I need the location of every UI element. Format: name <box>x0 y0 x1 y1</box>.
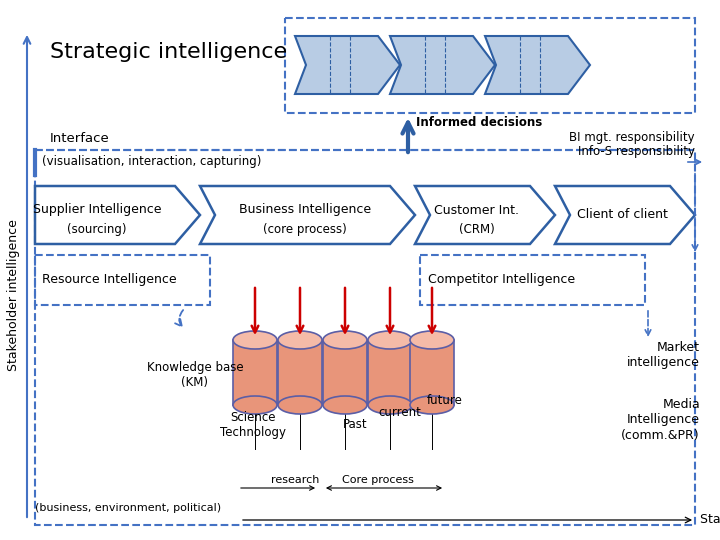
Bar <box>278 340 322 405</box>
Text: Supplier Intelligence: Supplier Intelligence <box>32 204 161 217</box>
Polygon shape <box>555 186 695 244</box>
Polygon shape <box>35 186 200 244</box>
Text: research: research <box>271 475 319 485</box>
Text: (sourcing): (sourcing) <box>67 224 127 237</box>
Bar <box>323 340 367 405</box>
Bar <box>410 340 454 405</box>
Polygon shape <box>485 36 590 94</box>
Ellipse shape <box>233 331 277 349</box>
Polygon shape <box>200 186 415 244</box>
Ellipse shape <box>410 396 454 414</box>
Text: Market
intelligence: Market intelligence <box>627 341 700 369</box>
Text: Knowledge base
(KM): Knowledge base (KM) <box>147 361 243 389</box>
Text: Core process: Core process <box>342 475 414 485</box>
Text: future: future <box>427 394 463 407</box>
Ellipse shape <box>410 331 454 349</box>
Text: Strategic intelligence: Strategic intelligence <box>50 42 287 62</box>
Bar <box>35 255 210 305</box>
Bar <box>233 340 277 405</box>
Text: Informed decisions: Informed decisions <box>416 117 542 130</box>
Ellipse shape <box>323 396 367 414</box>
Text: Media
Intelligence
(comm.&PR): Media Intelligence (comm.&PR) <box>621 399 700 442</box>
Ellipse shape <box>368 396 412 414</box>
Text: (core process): (core process) <box>263 224 347 237</box>
Text: (business, environment, political): (business, environment, political) <box>35 503 221 513</box>
Text: (visualisation, interaction, capturing): (visualisation, interaction, capturing) <box>42 156 261 168</box>
Ellipse shape <box>278 331 322 349</box>
Ellipse shape <box>368 331 412 349</box>
Text: Competitor Intelligence: Competitor Intelligence <box>428 273 575 287</box>
Text: Stakeholder intelligence: Stakeholder intelligence <box>7 219 20 371</box>
Bar <box>35 150 695 525</box>
Bar <box>420 255 645 305</box>
Text: Stakeholder intelligence: Stakeholder intelligence <box>700 514 720 526</box>
Text: Info-S responsibility: Info-S responsibility <box>578 145 695 159</box>
Text: current: current <box>379 407 421 420</box>
Polygon shape <box>415 186 555 244</box>
Text: Customer Int.: Customer Int. <box>434 204 520 217</box>
Text: Science
Technology: Science Technology <box>220 411 286 439</box>
Text: Client of client: Client of client <box>577 208 667 221</box>
Bar <box>368 340 412 405</box>
Text: Resource Intelligence: Resource Intelligence <box>42 273 176 287</box>
Text: Interface: Interface <box>50 132 109 145</box>
Ellipse shape <box>233 396 277 414</box>
Text: Past: Past <box>343 418 367 431</box>
Text: (CRM): (CRM) <box>459 224 495 237</box>
Ellipse shape <box>323 331 367 349</box>
Ellipse shape <box>278 396 322 414</box>
Text: Business Intelligence: Business Intelligence <box>239 204 371 217</box>
Bar <box>285 18 695 113</box>
Polygon shape <box>295 36 400 94</box>
Polygon shape <box>390 36 495 94</box>
Text: BI mgt. responsibility: BI mgt. responsibility <box>570 132 695 145</box>
